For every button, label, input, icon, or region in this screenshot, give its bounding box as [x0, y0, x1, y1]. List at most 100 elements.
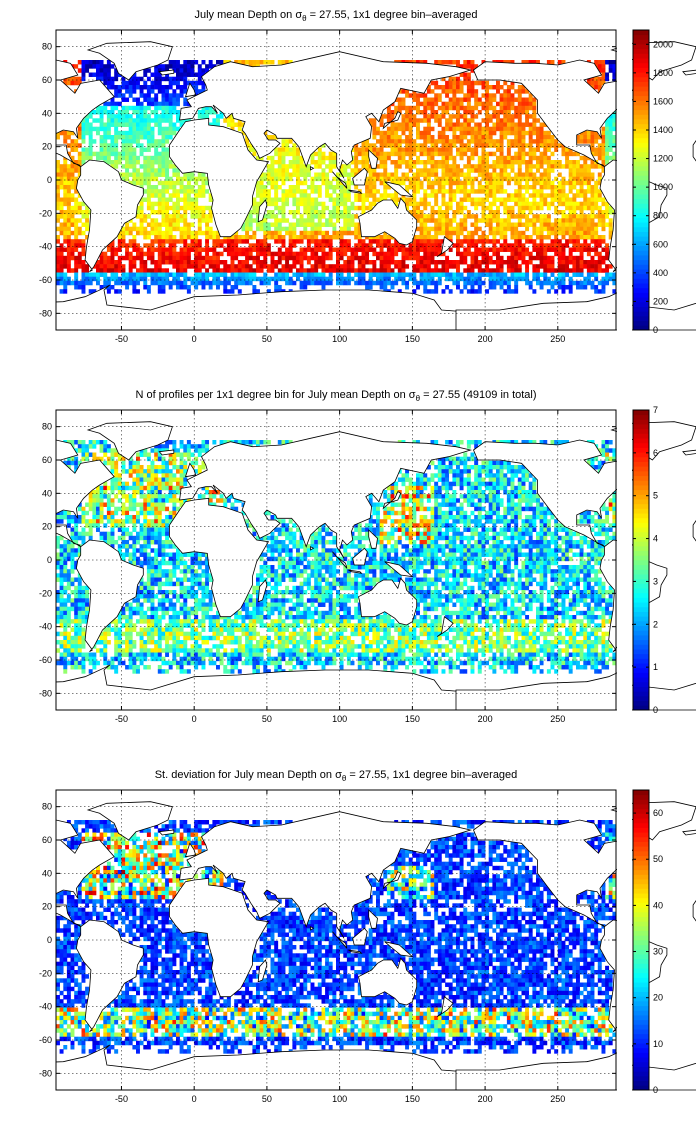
data-cell — [106, 151, 111, 157]
data-cell — [397, 97, 402, 102]
data-cell — [601, 444, 606, 449]
data-cell — [466, 60, 471, 65]
data-cell — [525, 197, 530, 202]
data-cell — [106, 147, 111, 152]
data-cell — [139, 143, 144, 148]
data-cell — [59, 214, 64, 219]
data-cell — [248, 268, 253, 273]
data-cell — [328, 276, 333, 282]
data-cell — [190, 276, 195, 282]
data-cell — [186, 260, 191, 265]
data-cell — [390, 114, 395, 119]
data-cell — [459, 172, 464, 177]
data-cell — [386, 276, 391, 282]
data-cell — [492, 160, 497, 165]
data-cell — [99, 155, 104, 161]
data-cell — [466, 280, 471, 286]
data-cell — [470, 68, 475, 73]
data-cell — [197, 72, 202, 77]
data-cell — [543, 193, 548, 198]
data-cell — [274, 172, 279, 177]
data-cell — [408, 197, 413, 202]
data-cell — [161, 64, 166, 69]
data-cell — [397, 160, 402, 165]
data-cell — [103, 105, 108, 111]
data-cell — [437, 139, 442, 144]
data-cell — [543, 122, 548, 127]
data-cell — [157, 444, 162, 449]
data-cell — [183, 268, 188, 273]
data-cell — [503, 218, 508, 223]
data-cell — [245, 230, 250, 236]
data-cell — [546, 60, 551, 65]
data-cell — [310, 218, 315, 223]
data-cell — [372, 147, 377, 152]
data-cell — [270, 268, 275, 273]
data-cell — [172, 110, 177, 115]
data-cell — [197, 255, 202, 261]
data-cell — [561, 147, 566, 152]
data-cell — [594, 222, 599, 227]
data-cell — [77, 151, 82, 157]
data-cell — [143, 251, 148, 257]
data-cell — [539, 189, 544, 194]
data-cell — [448, 226, 453, 232]
data-cell — [466, 214, 471, 219]
data-cell — [128, 80, 133, 86]
data-cell — [576, 285, 580, 290]
data-cell — [303, 180, 308, 186]
data-cell — [350, 247, 355, 252]
data-cell — [128, 268, 133, 273]
data-cell — [437, 60, 442, 65]
data-cell — [463, 147, 468, 152]
data-cell — [194, 89, 199, 94]
data-cell — [74, 239, 79, 244]
data-cell — [190, 64, 195, 69]
data-cell — [492, 126, 497, 132]
data-cell — [230, 118, 235, 123]
data-cell — [536, 155, 540, 161]
data-cell — [252, 285, 257, 290]
data-cell — [70, 168, 75, 173]
data-cell — [106, 243, 111, 248]
data-cell — [306, 168, 311, 173]
data-cell — [590, 76, 595, 82]
colorbar-segment — [633, 156, 649, 162]
data-cell — [386, 239, 391, 244]
data-cell — [77, 280, 82, 286]
data-cell — [346, 210, 351, 215]
data-cell — [426, 135, 431, 140]
data-cell — [477, 189, 482, 194]
data-cell — [521, 155, 526, 161]
data-cell — [74, 448, 79, 453]
data-cell — [590, 197, 595, 202]
data-cell — [572, 176, 577, 182]
data-cell — [445, 139, 450, 144]
data-cell — [103, 147, 108, 152]
data-cell — [525, 239, 530, 244]
data-cell — [114, 452, 119, 457]
data-cell — [143, 226, 148, 232]
data-cell — [317, 264, 322, 269]
data-cell — [172, 226, 177, 232]
data-cell — [172, 214, 177, 219]
data-cell — [466, 122, 471, 127]
data-cell — [161, 114, 166, 119]
data-cell — [572, 201, 577, 207]
data-cell — [568, 280, 573, 286]
data-cell — [426, 97, 431, 102]
data-cell — [128, 151, 133, 157]
data-cell — [416, 189, 420, 194]
data-cell — [85, 205, 90, 211]
data-cell — [121, 172, 126, 177]
data-cell — [514, 197, 519, 202]
data-cell — [292, 168, 297, 173]
data-cell — [590, 247, 595, 252]
data-cell — [201, 105, 206, 111]
data-cell — [565, 164, 570, 169]
data-cell — [354, 185, 359, 190]
data-cell — [245, 247, 250, 252]
data-cell — [303, 280, 308, 286]
data-cell — [532, 264, 537, 269]
data-cell — [168, 180, 173, 186]
